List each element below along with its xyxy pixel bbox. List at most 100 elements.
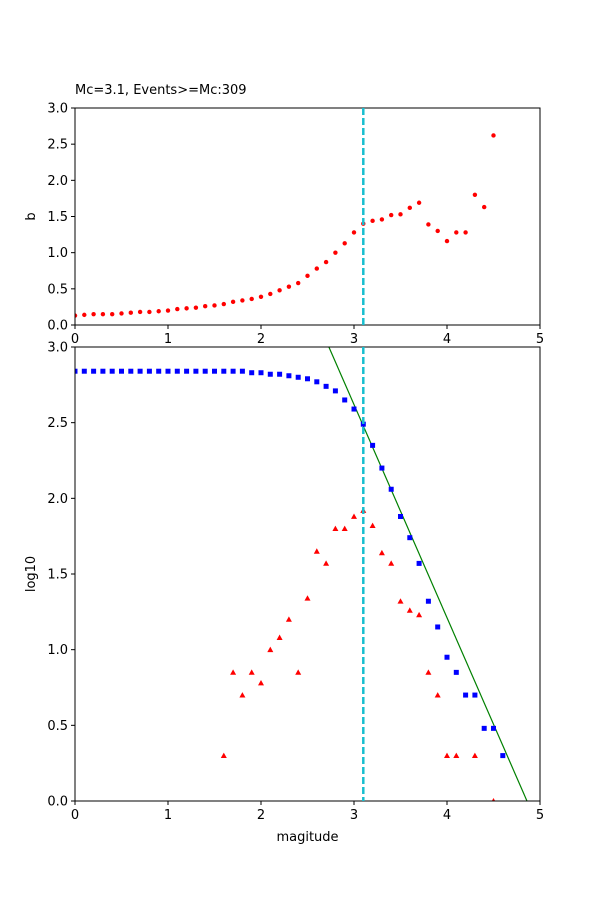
data-point bbox=[119, 368, 124, 374]
y-tick-label: 1.0 bbox=[47, 643, 68, 658]
data-point bbox=[370, 442, 376, 448]
data-point bbox=[471, 752, 478, 758]
data-point bbox=[425, 598, 431, 604]
data-point bbox=[137, 309, 143, 315]
y-tick-label: 3.0 bbox=[47, 102, 68, 117]
y-tick-label: 0.0 bbox=[47, 319, 68, 334]
data-point bbox=[370, 218, 375, 224]
data-point bbox=[333, 250, 338, 255]
data-point bbox=[351, 230, 357, 235]
data-point bbox=[119, 311, 124, 316]
data-point bbox=[332, 388, 338, 394]
bottom-plot-frame bbox=[74, 346, 541, 802]
data-point bbox=[388, 560, 395, 566]
data-point bbox=[295, 374, 301, 380]
data-point bbox=[444, 654, 450, 660]
data-point bbox=[267, 646, 274, 653]
fit-line bbox=[328, 347, 528, 801]
data-point bbox=[184, 306, 189, 311]
x-tick-label: 3 bbox=[350, 808, 358, 823]
data-point bbox=[472, 192, 478, 197]
data-point bbox=[491, 133, 496, 138]
data-point bbox=[75, 313, 78, 318]
y-tick-label: 1.5 bbox=[47, 568, 68, 583]
data-point bbox=[221, 368, 227, 374]
data-point bbox=[342, 241, 347, 246]
data-point bbox=[407, 205, 412, 211]
data-point bbox=[378, 549, 385, 556]
data-point bbox=[221, 301, 226, 307]
data-point bbox=[286, 373, 292, 379]
data-point bbox=[276, 634, 283, 640]
data-point bbox=[416, 560, 422, 566]
data-point bbox=[481, 725, 487, 731]
data-point bbox=[175, 306, 180, 312]
top-panel-title: Mc=3.1, Events>=Mc:309 bbox=[75, 83, 247, 98]
data-point bbox=[285, 616, 292, 622]
data-point bbox=[184, 368, 190, 374]
data-point bbox=[444, 752, 450, 758]
data-point bbox=[230, 669, 237, 675]
data-point bbox=[425, 669, 432, 675]
y-tick-label: 2.0 bbox=[47, 174, 68, 189]
y-tick-label: 0.5 bbox=[47, 719, 68, 734]
data-point bbox=[128, 310, 133, 315]
x-tick-label: 5 bbox=[536, 808, 544, 823]
y-tick-label: 3.0 bbox=[47, 341, 68, 356]
data-point bbox=[407, 535, 413, 541]
y-tick-label: 1.0 bbox=[47, 246, 68, 261]
top-panel-ticks: 0 1 2 3 4 5 0.0 0.5 1.0 1.5 2.0 2.5 3.0 bbox=[47, 102, 544, 348]
bottom-y-axis-label: log10 bbox=[24, 556, 39, 592]
data-point bbox=[258, 294, 264, 299]
data-point bbox=[351, 513, 357, 519]
x-tick-label: 0 bbox=[71, 808, 79, 823]
x-tick-label: 2 bbox=[257, 332, 265, 347]
data-point bbox=[109, 368, 115, 374]
data-point bbox=[258, 679, 264, 686]
data-point bbox=[379, 465, 385, 471]
data-point bbox=[165, 368, 171, 374]
data-point bbox=[248, 669, 255, 675]
data-point bbox=[453, 669, 459, 675]
data-point bbox=[444, 238, 450, 244]
x-tick-label: 0 bbox=[71, 332, 79, 347]
data-point bbox=[202, 368, 208, 374]
data-point bbox=[304, 595, 311, 601]
data-point bbox=[277, 288, 282, 293]
data-point bbox=[416, 200, 422, 205]
data-point bbox=[323, 560, 330, 566]
data-point bbox=[146, 368, 152, 374]
data-point bbox=[406, 607, 413, 613]
data-point bbox=[239, 368, 245, 374]
data-point bbox=[156, 368, 162, 374]
data-point bbox=[203, 303, 208, 309]
y-tick-label: 0.5 bbox=[47, 282, 68, 297]
data-point bbox=[453, 752, 460, 758]
data-point bbox=[147, 309, 152, 315]
data-point bbox=[416, 611, 423, 618]
data-point bbox=[379, 217, 385, 222]
y-tick-label: 1.5 bbox=[47, 210, 68, 225]
data-point bbox=[268, 291, 273, 297]
data-point bbox=[341, 525, 348, 531]
data-point bbox=[351, 406, 357, 412]
y-tick-label: 2.5 bbox=[47, 416, 68, 431]
data-point bbox=[239, 692, 246, 698]
data-point bbox=[472, 692, 478, 698]
data-point bbox=[314, 266, 319, 271]
data-point bbox=[110, 311, 115, 317]
data-point bbox=[174, 368, 180, 374]
data-point bbox=[240, 298, 245, 303]
top-plot-frame bbox=[74, 107, 541, 326]
data-point bbox=[277, 371, 283, 377]
data-point bbox=[91, 368, 97, 374]
data-point bbox=[75, 368, 78, 374]
data-point bbox=[397, 598, 404, 604]
data-point bbox=[463, 692, 469, 698]
y-tick-label: 2.0 bbox=[47, 492, 68, 507]
data-point bbox=[212, 368, 217, 374]
data-point bbox=[426, 222, 431, 227]
data-point bbox=[249, 296, 254, 302]
x-tick-label: 4 bbox=[443, 808, 451, 823]
data-point bbox=[434, 692, 441, 698]
